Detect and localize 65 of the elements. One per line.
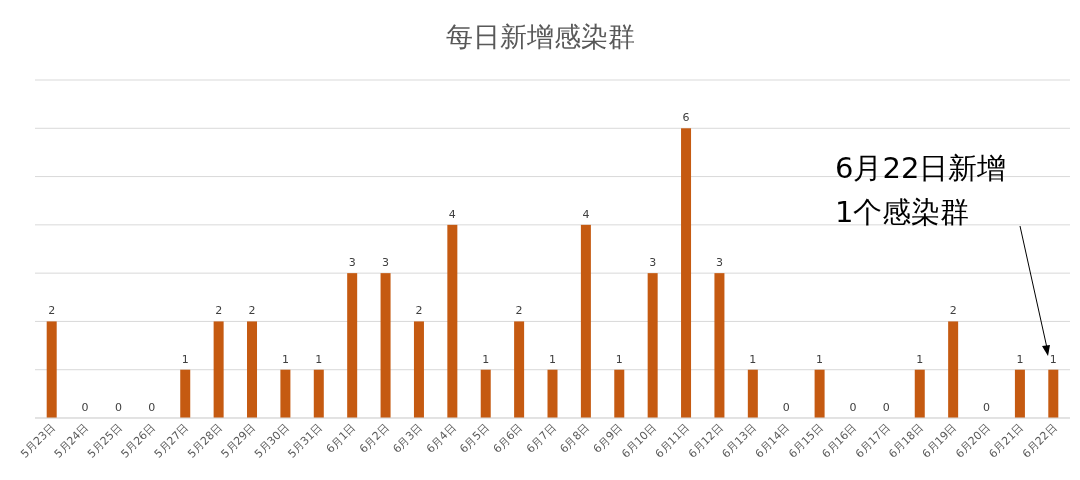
bar xyxy=(413,321,424,418)
data-label: 6 xyxy=(682,111,690,125)
data-label: 0 xyxy=(148,401,156,414)
bar xyxy=(814,369,825,418)
bar xyxy=(447,224,458,418)
data-label: 2 xyxy=(415,304,423,318)
data-label: 2 xyxy=(949,304,957,318)
bar xyxy=(46,321,57,418)
data-label: 1 xyxy=(549,352,556,366)
bar xyxy=(347,273,358,418)
data-label: 0 xyxy=(882,401,890,414)
data-label: 0 xyxy=(983,401,991,414)
data-label: 1 xyxy=(181,352,189,366)
bar xyxy=(948,321,959,418)
data-label: 1 xyxy=(615,352,623,366)
bar xyxy=(681,128,692,418)
data-label: 3 xyxy=(649,256,657,270)
x-tick-label: 6月3日 xyxy=(390,420,426,456)
data-label: 3 xyxy=(382,256,390,270)
x-tick-label: 6月8日 xyxy=(557,420,593,456)
data-label: 4 xyxy=(582,207,590,221)
data-label: 1 xyxy=(916,352,924,366)
data-label: 0 xyxy=(81,401,89,414)
x-tick-label: 6月5日 xyxy=(457,420,492,456)
bar xyxy=(580,224,591,418)
bar xyxy=(480,369,491,418)
bar xyxy=(380,273,391,418)
data-label: 0 xyxy=(782,401,790,414)
data-label: 3 xyxy=(348,256,356,270)
x-tick-label: 6月6日 xyxy=(490,420,526,456)
data-label: 4 xyxy=(448,207,456,221)
data-label: 1 xyxy=(281,352,289,366)
data-label: 2 xyxy=(48,304,56,318)
data-label: 0 xyxy=(114,401,122,414)
x-tick-label: 6月2日 xyxy=(357,420,392,456)
bar xyxy=(714,273,725,418)
bar xyxy=(1048,369,1059,418)
bar xyxy=(647,273,658,418)
data-label: 2 xyxy=(515,304,523,318)
bar xyxy=(313,369,324,418)
data-label: 3 xyxy=(715,256,723,270)
bar xyxy=(547,369,558,418)
bar xyxy=(914,369,925,418)
annotation: 6月22日新增 1个感染群 xyxy=(835,151,1007,229)
bar xyxy=(213,321,224,418)
data-label: 1 xyxy=(749,352,757,366)
bar xyxy=(514,321,525,418)
x-tick-label: 6月7日 xyxy=(523,420,559,456)
chart-title: 每日新增感染群 xyxy=(445,21,635,52)
x-tick-label: 6月4日 xyxy=(423,420,459,456)
data-label: 1 xyxy=(1016,352,1024,366)
bar xyxy=(614,369,625,418)
x-tick-label: 6月1日 xyxy=(323,420,359,456)
data-label: 0 xyxy=(849,401,857,414)
bar xyxy=(1014,369,1025,418)
data-label: 2 xyxy=(215,304,223,318)
bar xyxy=(247,321,258,418)
data-label: 2 xyxy=(248,304,256,318)
data-label: 1 xyxy=(1049,352,1057,366)
data-label: 1 xyxy=(482,352,490,366)
bar xyxy=(180,369,191,418)
bar xyxy=(280,369,291,418)
bar xyxy=(747,369,758,418)
data-label: 1 xyxy=(315,352,323,366)
data-label: 1 xyxy=(816,352,824,366)
